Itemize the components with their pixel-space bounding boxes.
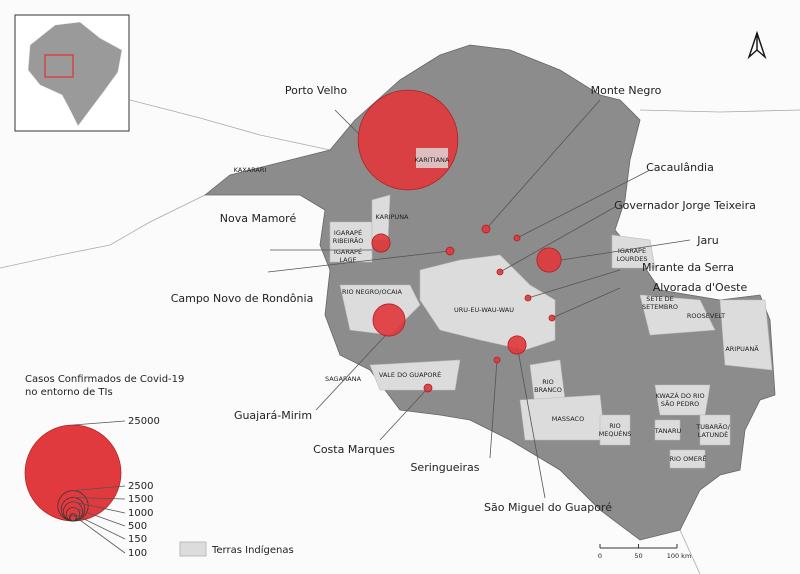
leader-line <box>560 239 691 261</box>
legend-leader <box>72 507 126 527</box>
territory-label: LAGE <box>339 256 356 264</box>
legend-leader <box>72 420 126 426</box>
place-label: Costa Marques <box>313 443 395 456</box>
legend-area-label: Terras Indígenas <box>211 544 294 556</box>
case-bubble <box>371 233 391 253</box>
legend-leader <box>72 501 126 514</box>
place-label: Alvorada d'Oeste <box>653 281 748 294</box>
territory-label: VALE DO GUAPORÉ <box>379 370 441 379</box>
legend-leader <box>72 485 126 492</box>
territory-label: BRANCO <box>534 386 562 394</box>
scale-label: 100 km <box>667 552 692 560</box>
territory-label: KARITIANA <box>415 156 450 164</box>
legend-leader <box>72 513 126 540</box>
territory-label: MEQUÉNS <box>599 429 632 438</box>
inset-map <box>14 14 130 132</box>
leader-line <box>551 287 621 319</box>
legend-size-label: 1500 <box>128 494 153 505</box>
territory-label: IGARAPÉ <box>618 246 646 255</box>
territory-label: ROOSEVELT <box>687 312 725 320</box>
leader-line <box>516 169 651 239</box>
place-label: Governador Jorge Teixeira <box>614 199 756 212</box>
legend-bubble <box>24 424 122 522</box>
leader-line <box>499 206 616 273</box>
place-label: Guajará-Mirim <box>234 409 312 422</box>
territory-overlay <box>416 148 448 168</box>
place-label: Jaru <box>696 234 718 247</box>
territory-label: SÃO PEDRO <box>661 399 699 408</box>
case-bubble <box>372 303 406 337</box>
territory-label: RIO NEGRO/OCAIA <box>342 288 402 296</box>
territory-label: RIO OMERÊ <box>669 454 706 463</box>
legend-size-label: 2500 <box>128 481 153 492</box>
territory-label: KAXARARI <box>234 166 267 174</box>
place-label: São Miguel do Guaporé <box>484 501 612 514</box>
case-bubble <box>357 89 459 191</box>
place-label: Cacaulândia <box>646 161 714 174</box>
north-arrow <box>747 30 767 60</box>
territory-label: SETEMBRO <box>642 303 678 311</box>
case-bubble <box>493 356 501 364</box>
case-bubble <box>507 335 527 355</box>
case-bubble <box>445 246 455 256</box>
leader-line <box>485 99 601 230</box>
legend-size-label: 150 <box>128 534 147 545</box>
legend-leader <box>72 497 126 500</box>
legend-size-label: 25000 <box>128 416 160 427</box>
leader-line <box>334 109 361 136</box>
case-bubble <box>524 294 532 302</box>
territory-label: KWAZÁ DO RIO <box>655 391 704 400</box>
territory-label: RIO <box>609 422 621 430</box>
scale-label: 50 <box>634 552 642 560</box>
territory-label: ARIPUANÃ <box>725 344 759 353</box>
legend-title: Casos Confirmados de Covid-19 <box>25 374 184 385</box>
leader-line <box>489 359 498 459</box>
territory-label: TANARU <box>654 427 682 435</box>
leader-line <box>527 269 621 299</box>
legend-leader <box>72 514 126 554</box>
leader-line <box>516 344 546 499</box>
territory-label: TUBARÃO/ <box>695 422 730 431</box>
place-label: Mirante da Serra <box>642 261 734 274</box>
territory-label: URU-EU-WAU-WAU <box>454 306 514 314</box>
place-label: Monte Negro <box>591 84 662 97</box>
case-bubble <box>423 383 433 393</box>
leader-line <box>379 387 429 441</box>
territory-label: LATUNDÊ <box>698 430 728 439</box>
leader-line <box>267 250 451 273</box>
leader-line <box>315 335 386 411</box>
territory-label: MASSACO <box>552 415 584 423</box>
territory-label: RIBEIRÃO <box>333 236 364 245</box>
legend-size-label: 500 <box>128 521 147 532</box>
legend-size-label: 1000 <box>128 508 153 519</box>
case-bubble <box>481 224 491 234</box>
territory-label: KARIPUNA <box>375 213 409 221</box>
case-bubble <box>496 268 504 276</box>
place-label: Porto Velho <box>285 84 347 97</box>
territory-label: IGARAPÉ <box>334 228 362 237</box>
legend-area-swatch <box>179 541 207 557</box>
place-label: Nova Mamoré <box>220 212 297 225</box>
territory-label: SAGARANA <box>325 375 362 383</box>
territory-label: RIO <box>542 378 554 386</box>
place-label: Campo Novo de Rondônia <box>171 292 314 305</box>
neighbor-borders <box>0 99 800 574</box>
case-bubble <box>513 234 521 242</box>
legend-title: no entorno de TIs <box>25 387 113 398</box>
case-bubble <box>536 247 562 273</box>
legend-size-label: 100 <box>128 548 147 559</box>
territory-label: LOURDES <box>616 255 647 263</box>
case-bubble <box>548 314 556 322</box>
scale-label: 0 <box>598 552 602 560</box>
place-label: Seringueiras <box>410 461 479 474</box>
territory-label: SETE DE <box>646 295 674 303</box>
territory-label: IGARAPÉ <box>334 247 362 256</box>
